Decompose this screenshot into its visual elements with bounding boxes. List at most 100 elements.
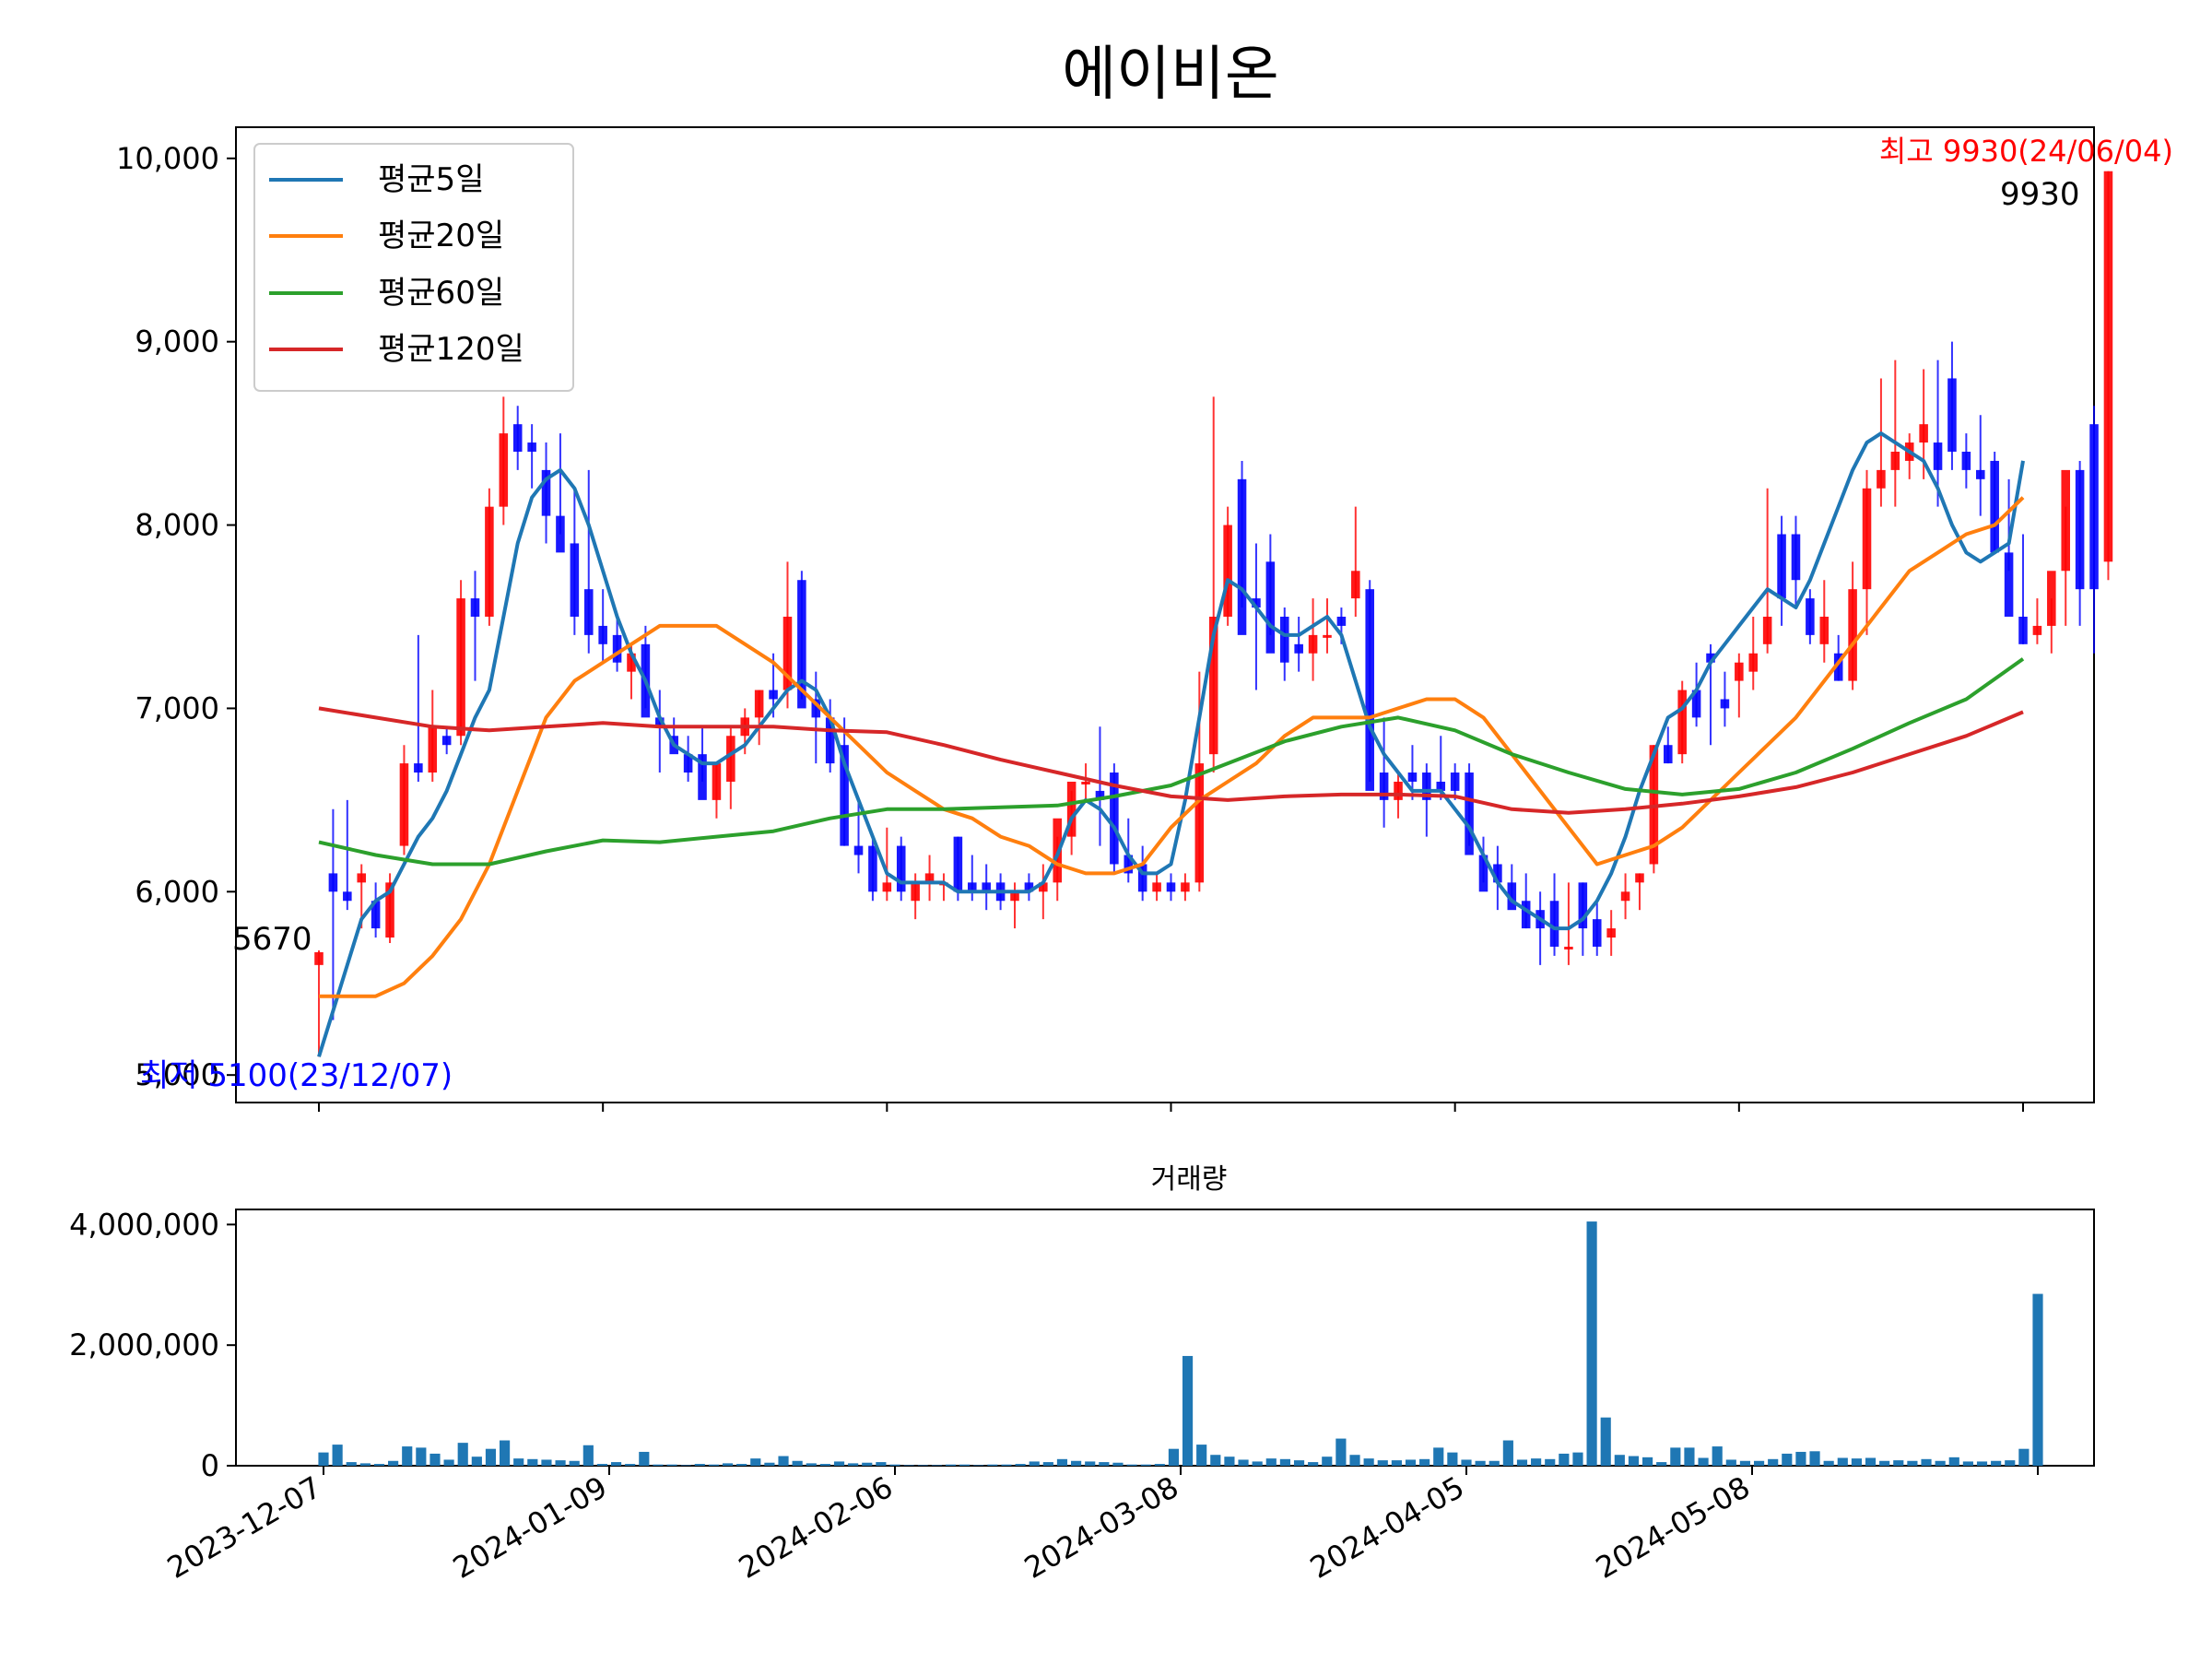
volume-ytick-label: 2,000,000 — [69, 1327, 219, 1362]
volume-bar — [819, 1464, 830, 1466]
candle-body — [1208, 616, 1218, 755]
candle-body — [1436, 781, 1446, 791]
candle-body — [1379, 773, 1389, 800]
candle — [1833, 634, 1843, 681]
volume-bar — [1433, 1447, 1444, 1466]
volume-bar — [1182, 1355, 1194, 1466]
volume-bar — [1042, 1462, 1053, 1466]
volume-ytick-label: 4,000,000 — [69, 1207, 219, 1242]
candle — [1720, 671, 1730, 727]
legend: 평균5일 평균20일 평균60일 평균120일 — [253, 143, 574, 392]
candle-body — [414, 763, 423, 773]
volume-bar — [610, 1462, 622, 1466]
candle-body — [1564, 946, 1573, 949]
volume-bar — [945, 1464, 957, 1466]
candle-body — [399, 763, 409, 846]
candle — [811, 671, 821, 764]
volume-axes-frame — [235, 1209, 2095, 1467]
candle-body — [1294, 643, 1303, 654]
volume-bar — [680, 1465, 691, 1466]
volume-bar — [1279, 1458, 1290, 1466]
candle — [527, 424, 536, 489]
candle-body — [499, 433, 509, 507]
candle — [399, 745, 409, 855]
volume-bar — [1865, 1457, 1877, 1466]
volume-bar — [1099, 1462, 1110, 1466]
candle — [896, 836, 906, 902]
volume-bar — [694, 1464, 705, 1466]
candle — [1748, 616, 1759, 690]
candle-body — [1166, 882, 1176, 892]
candle-body — [2004, 552, 2014, 617]
volume-bar — [1921, 1458, 1932, 1466]
date-tick-label: 2024-02-06 — [733, 1469, 899, 1586]
candle-body — [1010, 891, 1019, 902]
candle — [1762, 488, 1772, 654]
volume-bar — [1252, 1461, 1263, 1466]
candle-body — [1806, 598, 1815, 635]
volume-bar — [1154, 1464, 1165, 1466]
volume-bar — [778, 1456, 789, 1466]
candle-body — [1592, 919, 1602, 947]
volume-bar — [722, 1463, 734, 1466]
volume-bar — [764, 1462, 775, 1466]
candle-body — [754, 690, 764, 718]
volume-bar — [1168, 1448, 1180, 1466]
candle — [1564, 882, 1573, 965]
candle — [1677, 680, 1687, 764]
volume-bar — [1837, 1457, 1848, 1466]
candle — [1975, 415, 1985, 516]
candle-body — [1777, 534, 1786, 599]
candle-body — [2018, 616, 2028, 644]
candle-body — [953, 836, 963, 892]
volume-bar — [987, 1464, 998, 1466]
date-tick-label: 2023-12-07 — [161, 1469, 327, 1586]
volume-bar — [862, 1462, 873, 1466]
candle — [1990, 452, 1999, 553]
volume-bar — [1962, 1461, 1973, 1466]
low-annotation: 최저 5100(23/12/07) — [140, 1057, 453, 1094]
candle-body — [1024, 882, 1034, 892]
candle — [1777, 515, 1786, 626]
volume-bar — [876, 1462, 887, 1466]
volume-bar — [903, 1465, 914, 1466]
candle — [1323, 598, 1332, 654]
candle — [1848, 561, 1857, 690]
volume-bar — [1349, 1455, 1360, 1466]
volume-bar — [931, 1465, 942, 1466]
candle — [1535, 891, 1545, 965]
candle — [2032, 598, 2042, 644]
candle-body — [1194, 763, 1205, 883]
ma-line-0 — [317, 431, 2025, 1057]
volume-bar — [1308, 1462, 1319, 1466]
volume-bar — [1628, 1456, 1640, 1466]
volume-bar — [1712, 1446, 1723, 1466]
candle — [1549, 873, 1559, 956]
candle — [1152, 873, 1161, 902]
volume-bar — [555, 1460, 566, 1466]
candle — [1877, 378, 1886, 507]
chart-title: 에이비온 — [1062, 41, 1279, 109]
candle-body — [911, 882, 920, 902]
candle — [1606, 910, 1616, 956]
volume-bar — [1447, 1452, 1458, 1466]
candle-body — [541, 469, 551, 516]
volume-bar — [1698, 1457, 1709, 1466]
volume-bar — [1531, 1458, 1542, 1466]
volume-bar — [1642, 1457, 1653, 1466]
volume-bar — [1782, 1453, 1793, 1466]
candle-body — [1975, 469, 1985, 479]
candle-body — [1578, 882, 1588, 929]
price-ytick-label: 10,000 — [116, 141, 219, 176]
volume-bar — [1948, 1457, 1959, 1466]
candle-body — [968, 882, 977, 892]
candle-body — [343, 891, 352, 902]
volume-bar — [373, 1464, 385, 1466]
candle — [1039, 864, 1048, 920]
candle — [1181, 873, 1190, 902]
candle-body — [2032, 625, 2042, 635]
candle — [1933, 360, 1943, 507]
candle-body — [527, 442, 536, 453]
candle-body — [1265, 561, 1276, 654]
candle-body — [683, 754, 693, 773]
